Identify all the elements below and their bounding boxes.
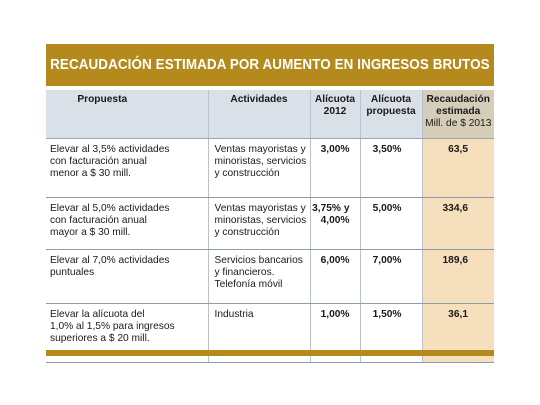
cell-actividades: Ventas mayoristas y minoristas, servicio…: [207, 138, 310, 198]
cell-alicuota-propuesta: 7,00%: [359, 249, 422, 304]
bottom-rule: [46, 350, 494, 356]
cell-actividades: Servicios bancarios y financieros. Telef…: [207, 249, 310, 304]
table-row: Elevar al 3,5% actividades con facturaci…: [46, 138, 494, 198]
header-actividades: Actividades: [207, 90, 310, 139]
header-recaudacion: Recaudación estimada Mill. de $ 2013: [421, 90, 494, 139]
cell-recaudacion: 189,6: [421, 249, 494, 304]
cell-actividades: Ventas mayoristas y minoristas, servicio…: [207, 197, 310, 250]
table-title: RECAUDACIÓN ESTIMADA POR AUMENTO EN INGR…: [50, 57, 490, 73]
header-alicuota-2012: Alícuota 2012: [309, 90, 360, 139]
title-gap: [46, 86, 494, 90]
cell-alicuota-propuesta: 3,50%: [359, 138, 422, 198]
revenue-table-figure: RECAUDACIÓN ESTIMADA POR AUMENTO EN INGR…: [46, 44, 494, 363]
cell-alicuota-propuesta: 5,00%: [359, 197, 422, 250]
cell-alicuota-2012: 3,00%: [309, 138, 360, 198]
table-row: Elevar al 5,0% actividades con facturaci…: [46, 197, 494, 250]
cell-recaudacion: 334,6: [421, 197, 494, 250]
table-title-bar: RECAUDACIÓN ESTIMADA POR AUMENTO EN INGR…: [46, 44, 494, 86]
revenue-table: Propuesta Actividades Alícuota 2012 Alíc…: [46, 90, 494, 363]
cell-recaudacion: 63,5: [421, 138, 494, 198]
table-row: Elevar al 7,0% actividades puntuales Ser…: [46, 249, 494, 304]
cell-alicuota-2012: 3,75% y 4,00%: [309, 197, 360, 250]
header-alicuota-propuesta: Alícuota propuesta: [359, 90, 422, 139]
cell-propuesta: Elevar al 5,0% actividades con facturaci…: [46, 197, 208, 250]
cell-propuesta: Elevar al 3,5% actividades con facturaci…: [46, 138, 208, 198]
header-row: Propuesta Actividades Alícuota 2012 Alíc…: [46, 90, 494, 139]
header-propuesta: Propuesta: [46, 90, 208, 139]
cell-propuesta: Elevar al 7,0% actividades puntuales: [46, 249, 208, 304]
cell-alicuota-2012: 6,00%: [309, 249, 360, 304]
